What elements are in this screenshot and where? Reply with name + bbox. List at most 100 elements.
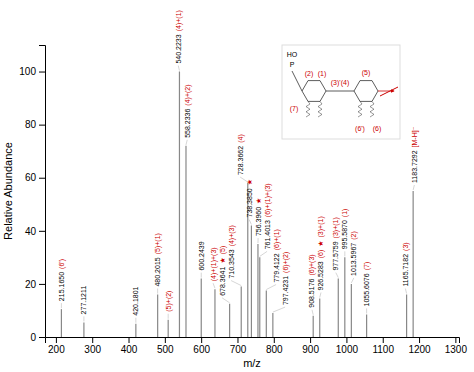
tick-label: 200 xyxy=(48,344,65,355)
peak-label: 1183.7292 xyxy=(411,150,418,183)
tick-label: 400 xyxy=(121,344,138,355)
structure-label: (6) xyxy=(373,125,382,133)
tick-mark xyxy=(455,337,456,343)
peak-label: 710.3543 xyxy=(228,249,235,278)
peak xyxy=(366,314,367,337)
tick: 20 xyxy=(25,279,45,290)
peak-label: (6)+(2) xyxy=(282,252,290,273)
structure-ring xyxy=(354,81,378,102)
tick-label: 1200 xyxy=(408,344,431,355)
peak xyxy=(229,304,230,337)
tick-label: 700 xyxy=(230,344,247,355)
tick-label: 1300 xyxy=(445,344,468,355)
leader-line xyxy=(168,314,169,319)
tick-mark xyxy=(39,125,45,126)
tick-mark xyxy=(129,337,130,343)
tick: 800 xyxy=(266,337,283,355)
peak-label: 908.5176 xyxy=(308,278,315,307)
structure-bond xyxy=(292,71,302,91)
structure-bond xyxy=(326,91,354,92)
x-axis-title: m/z xyxy=(243,357,261,369)
tick: 700 xyxy=(230,337,247,355)
peak xyxy=(61,309,62,337)
tick-label: 20 xyxy=(25,279,37,290)
peak-label: 995.5870 xyxy=(341,220,348,249)
tick: 0 xyxy=(30,332,45,343)
peak-label: (6)+(3) xyxy=(308,254,316,275)
x-axis: 2003004005006007008009001000110012001300 xyxy=(46,337,468,355)
leader-line xyxy=(83,316,84,321)
tick-mark xyxy=(92,337,93,343)
x-axis-line xyxy=(46,338,460,344)
peak-label: (3) xyxy=(402,242,410,251)
tick-mark xyxy=(39,178,45,179)
peak-label: 480.2015 xyxy=(154,257,161,286)
peak-label: 558.2336 xyxy=(184,109,191,138)
tick: 400 xyxy=(121,337,138,355)
peak-label: 779.4122 xyxy=(273,253,280,282)
leader-line xyxy=(249,220,251,225)
tick-label: 1000 xyxy=(336,344,359,355)
leader-line xyxy=(222,298,230,303)
tick: 1200 xyxy=(408,337,431,355)
peak-label: 797.4231 xyxy=(282,276,289,305)
peak xyxy=(319,299,320,337)
structure-label: (2) xyxy=(305,70,314,78)
leader-line xyxy=(366,308,367,313)
leader-line xyxy=(413,185,414,190)
peak xyxy=(406,295,407,337)
plot: 2003004005006007008009001000110012001300… xyxy=(2,10,467,369)
tick: 40 xyxy=(25,226,45,237)
leader-line xyxy=(273,307,285,312)
leader-line xyxy=(257,238,258,243)
peak xyxy=(257,244,258,337)
peak-label: ★ xyxy=(317,240,324,246)
leader-line xyxy=(351,278,353,283)
tick-label: 500 xyxy=(157,344,174,355)
leader-line xyxy=(61,303,62,308)
leader-line xyxy=(320,293,321,298)
tick: 100 xyxy=(19,66,45,77)
peak xyxy=(201,279,202,337)
tick: 80 xyxy=(25,119,45,130)
peak xyxy=(185,146,186,337)
leader-line xyxy=(344,251,345,256)
peak xyxy=(344,257,345,337)
peak-label: ★ xyxy=(255,198,262,204)
tick: 300 xyxy=(84,337,101,355)
peak-label: (4) xyxy=(237,134,245,143)
peak-label: (7) xyxy=(363,262,371,271)
peak-label: [M-H]⁻ xyxy=(411,126,419,147)
leader-line xyxy=(135,318,136,323)
peak xyxy=(338,279,339,337)
peak xyxy=(259,257,260,337)
tick: 600 xyxy=(193,337,210,355)
peak-label: 738.3850 xyxy=(246,188,253,217)
peak-label: (4)+(1)+(3) xyxy=(210,247,218,281)
peak xyxy=(272,313,273,337)
peak-label: 600.2439 xyxy=(198,241,205,270)
peak-label: 1165.7182 xyxy=(402,254,409,287)
structure-inset: HOP(2)(1)(7)(5)(3)'(4)(6')(6) xyxy=(282,45,400,139)
tick-label: 800 xyxy=(266,344,283,355)
tick-label: 0 xyxy=(30,332,36,343)
leader-line xyxy=(336,273,338,278)
peak-label: 1013.5967 xyxy=(350,243,357,276)
tick-label: 1100 xyxy=(372,344,394,355)
peak-label: 926.5283 xyxy=(317,261,324,290)
peak-label: 756.3960 xyxy=(255,207,262,236)
structure-ring xyxy=(302,81,326,102)
peak-label: 420.1801 xyxy=(132,286,139,315)
tick-mark xyxy=(39,231,45,232)
tick: 1300 xyxy=(445,337,468,355)
peak-label: (2) xyxy=(350,231,358,240)
leader-line xyxy=(260,251,267,256)
tick-label: 40 xyxy=(25,226,37,237)
structure-label: (7) xyxy=(290,105,299,113)
tick-label: 60 xyxy=(25,172,37,183)
peak-label: (6') xyxy=(58,259,66,269)
peak-label: ★ xyxy=(246,179,253,185)
peak-label: (4)+(1) xyxy=(175,10,183,31)
tick-mark xyxy=(56,337,57,343)
tick: 500 xyxy=(157,337,174,355)
